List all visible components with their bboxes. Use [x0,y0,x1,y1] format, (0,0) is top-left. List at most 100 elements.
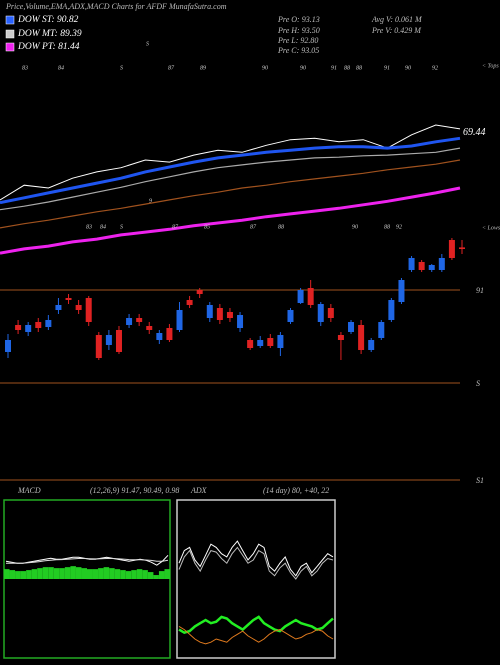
indicator-line [178,546,334,580]
info-text: Pre O: 93.13 [277,15,320,24]
info-text: Avg V: 0.061 M [371,15,423,24]
top-number: 92 [432,65,438,71]
top-number: 91 [384,65,390,71]
low-number: 88 [278,224,284,230]
macd-bar [164,569,170,579]
candle-body [428,265,435,270]
macd-bar [70,566,76,579]
macd-bar [64,567,71,579]
macd-bar [37,568,43,579]
macd-bar [81,568,87,579]
candle-body [257,340,264,346]
candle-body [448,240,455,258]
low-number: 88 [384,224,390,230]
low-number: 83 [86,224,92,230]
top-number: 83 [22,65,28,71]
candle-body [337,335,344,340]
candle-body [166,328,173,340]
panel-title: ADX [190,486,208,495]
candle-body [216,308,223,320]
macd-bar [20,571,27,579]
candle-body [459,247,465,249]
low-number: 87 [172,224,179,230]
macd-bar [92,569,99,579]
top-number: 90 [405,65,411,71]
low-number: 85 [204,224,210,230]
indicator-line [178,615,334,635]
macd-bar [125,571,132,579]
candle-body [226,312,233,318]
candle-body [206,305,213,318]
indicator-line [178,625,334,645]
macd-bar [147,572,154,579]
candle-body [358,325,365,350]
ema-end-label: 69.44 [463,127,486,138]
macd-bar [59,568,65,579]
candle-body [55,305,62,310]
legend-label: DOW ST: 90.82 [17,15,79,25]
candle-body [378,322,385,338]
info-text: Pre H: 93.50 [277,26,320,35]
tops-label: < Tops [482,63,499,69]
macd-bar [103,567,110,579]
macd-bar [15,571,21,579]
candle-body [317,304,324,322]
candle-body [348,322,355,332]
top-number: 84 [58,64,64,71]
macd-bar [120,570,126,579]
candle-body [247,340,254,348]
top-number: 88 [356,65,362,71]
candle-body [85,298,92,322]
top-number: 91 [331,65,337,71]
macd-bar [9,570,16,579]
macd-bar [42,567,49,579]
candle-body [75,305,82,310]
low-number: 87 [250,224,257,230]
macd-bar [4,569,10,579]
indicator-line [178,540,334,577]
misc-number: S [146,41,149,47]
ema-line [0,147,461,211]
macd-bar [131,570,137,579]
low-number: 84 [100,223,106,230]
info-text: Pre C: 93.05 [277,46,319,55]
candle-body [277,335,284,348]
top-number: 87 [168,65,175,71]
macd-bar [98,568,104,579]
candle-body [388,300,395,320]
panel-params: (12,26,9) 91.47, 90.49, 0.98 [90,486,179,495]
candle-body [115,330,122,352]
candle-body [196,290,203,294]
macd-bar [153,575,159,579]
candle-body [95,335,102,358]
legend-swatch [5,42,15,52]
level-label: 91 [476,286,484,295]
low-number: 90 [352,224,358,230]
level-label: S [476,379,480,388]
candle-body [408,258,415,270]
macd-bar [48,567,54,579]
candle-body [156,333,163,340]
macd-bar [158,571,165,579]
indicator-line [6,558,169,564]
panel-title: MACD [17,486,41,495]
ema-line [0,136,461,205]
legend-swatch [5,15,15,25]
page-title: Price,Volume,EMA,ADX,MACD Charts for AFD… [5,2,227,11]
candle-body [368,340,375,350]
candle-body [398,280,405,302]
candle-body [186,300,193,305]
level-label: S1 [476,476,484,485]
candle-body [307,288,314,305]
lows-label: < Lows [482,225,500,231]
candle-body [45,320,52,327]
candle-body [35,322,42,328]
candle-body [267,338,274,346]
candle-body [438,258,445,270]
panel-frame [176,499,336,659]
candle-body [327,308,334,318]
macd-bar [75,567,82,579]
candle-body [418,262,425,270]
macd-bar [53,568,60,579]
